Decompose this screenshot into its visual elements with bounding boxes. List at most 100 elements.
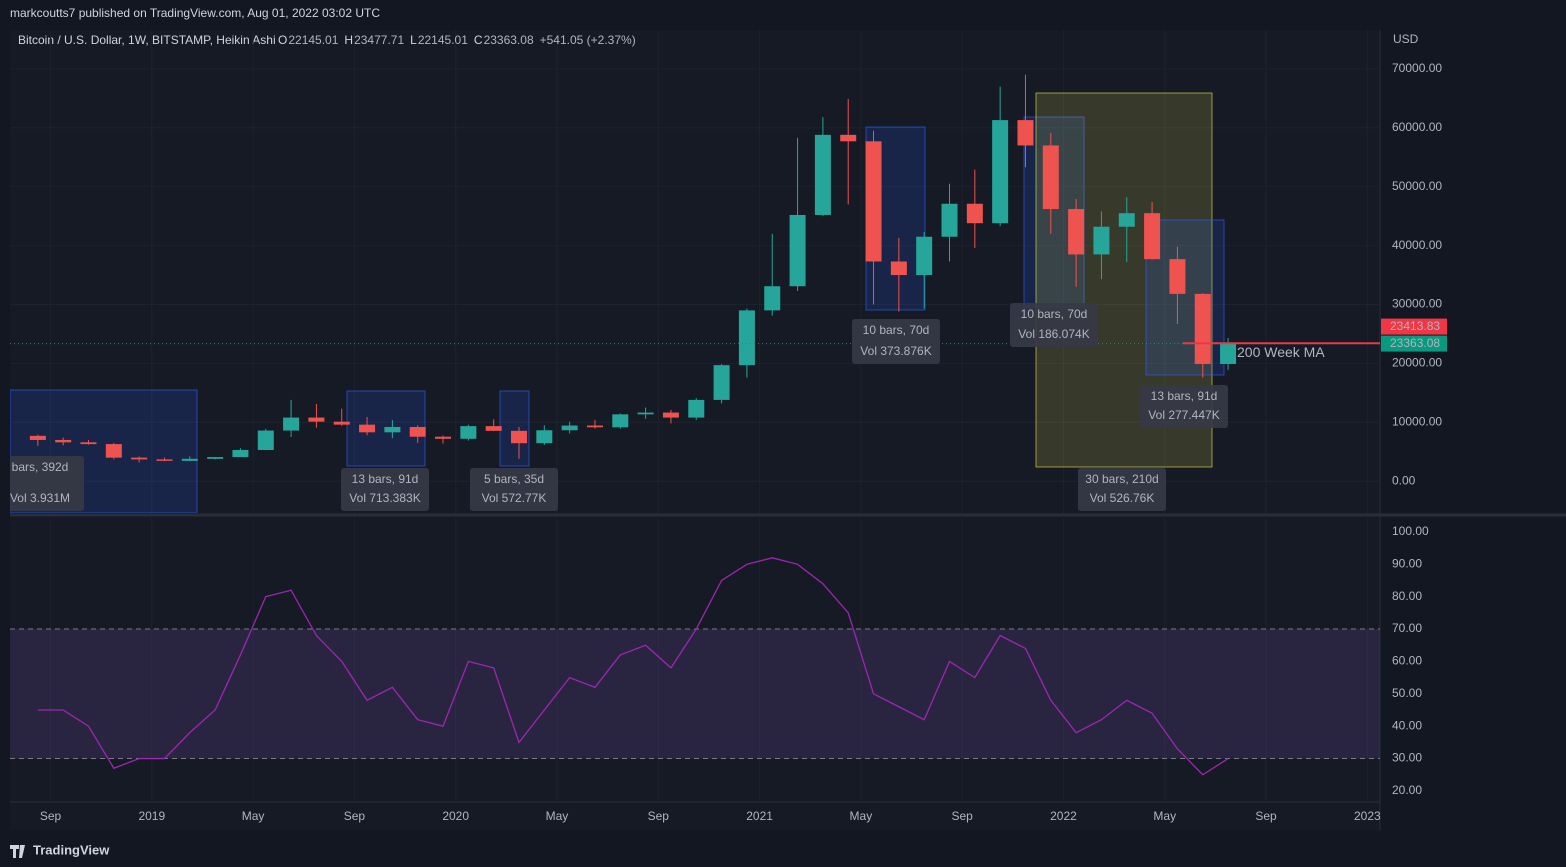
x-tick-label: May xyxy=(546,809,569,823)
price-pane: bars, 392d Vol 3.931M 13 bars, 91d Vol 713.… xyxy=(10,30,1380,513)
change: +541.05 (+2.37%) xyxy=(540,33,636,47)
candle-body xyxy=(55,439,72,443)
annotation-vol: Vol 713.383K xyxy=(349,491,420,505)
candle-body xyxy=(181,458,198,461)
candle-body xyxy=(409,427,426,437)
ohlc-label: C xyxy=(474,33,483,47)
x-tick-label: Sep xyxy=(40,809,62,823)
candle-body xyxy=(637,412,654,415)
annotation-bars: 10 bars, 70d xyxy=(1021,307,1088,321)
ohlc-label: L xyxy=(410,33,417,47)
y-tick-label: 70.00 xyxy=(1392,621,1422,635)
plot-background xyxy=(10,30,1380,830)
candle-body xyxy=(916,236,933,276)
ohlc-label: O xyxy=(278,33,287,47)
candle-body xyxy=(713,365,730,400)
candle-body xyxy=(1220,343,1237,364)
candle-body xyxy=(207,457,224,459)
ohlc-value: 22145.01 xyxy=(418,33,468,47)
candle-body xyxy=(1017,120,1034,146)
candle-body xyxy=(257,430,274,450)
x-tick-label: May xyxy=(242,809,265,823)
annotation-bars: 5 bars, 35d xyxy=(484,472,544,486)
candle-body xyxy=(308,417,325,422)
candle-body xyxy=(359,424,376,433)
y-tick-label: 80.00 xyxy=(1392,589,1422,603)
footer-brand: TradingView xyxy=(33,842,110,857)
annotation-vol: Vol 186.074K xyxy=(1018,327,1089,341)
candle-body xyxy=(561,425,578,431)
y-tick-label: 20000.00 xyxy=(1392,356,1442,370)
candle-body xyxy=(612,414,629,428)
x-tick-label: 2022 xyxy=(1050,809,1077,823)
annotation-box xyxy=(341,468,429,511)
candle-body xyxy=(232,449,249,458)
y-tick-label: 70000.00 xyxy=(1392,61,1442,75)
annotation-bars: 30 bars, 210d xyxy=(1085,472,1158,486)
candle-body xyxy=(333,421,350,425)
x-tick-label: Sep xyxy=(951,809,973,823)
candle-body xyxy=(814,134,831,215)
ohlc-label: H xyxy=(344,33,353,47)
x-tick-label: Sep xyxy=(1255,809,1277,823)
symbol: Bitcoin / U.S. Dollar, 1W, BITSTAMP, Hei… xyxy=(18,33,276,47)
candle-body xyxy=(156,459,173,461)
candle-body xyxy=(662,412,679,418)
candle-body xyxy=(485,426,502,431)
candle-body xyxy=(131,457,148,460)
candle-body xyxy=(460,426,477,439)
x-tick-label: 2020 xyxy=(442,809,469,823)
annotation-vol: Vol 526.76K xyxy=(1090,491,1155,505)
candle-body xyxy=(1068,209,1085,255)
annotation-box xyxy=(1078,468,1166,511)
x-tick-label: Sep xyxy=(648,809,670,823)
candle-body xyxy=(511,430,528,444)
candle-body xyxy=(586,425,603,428)
annotation-vol: Vol 373.876K xyxy=(860,344,931,358)
ohlc-value: 22145.01 xyxy=(288,33,338,47)
annotation-bars: 10 bars, 70d xyxy=(863,323,930,337)
candle-body xyxy=(29,435,46,440)
rsi-band xyxy=(10,629,1380,759)
annotation-box xyxy=(10,456,84,511)
ma-tag xyxy=(1381,318,1447,335)
candle-body xyxy=(536,430,553,444)
y-tick-label: 40000.00 xyxy=(1392,238,1442,252)
annotation-box xyxy=(1140,385,1228,428)
price-tag-value: 23363.08 xyxy=(1390,336,1440,350)
ohlc-value: 23363.08 xyxy=(484,33,534,47)
candle-body xyxy=(1169,259,1186,294)
annotation-bars: 13 bars, 91d xyxy=(1151,389,1218,403)
rsi-pane xyxy=(10,518,1380,800)
y-tick-label: 20.00 xyxy=(1392,783,1422,797)
annotation-vol: Vol 572.77K xyxy=(482,491,547,505)
y-tick-label: 90.00 xyxy=(1392,556,1422,570)
x-tick-label: 2019 xyxy=(138,809,165,823)
x-tick-label: 2021 xyxy=(746,809,773,823)
y-tick-label: 30000.00 xyxy=(1392,297,1442,311)
candle-body xyxy=(840,134,857,142)
candle-body xyxy=(1118,213,1135,227)
x-tick-label: May xyxy=(1153,809,1176,823)
candle-body xyxy=(435,436,452,439)
x-tick-label: Sep xyxy=(344,809,366,823)
annotation-box xyxy=(1010,303,1098,347)
footer-logo xyxy=(10,845,25,858)
price-tag xyxy=(1381,335,1447,352)
candle-body xyxy=(80,442,97,445)
ma-tag-value: 23413.83 xyxy=(1390,319,1440,333)
candle-body xyxy=(283,417,300,431)
published: markcoutts7 published on TradingView.com… xyxy=(10,6,380,20)
candle-body xyxy=(890,261,907,276)
y-tick-label: 50.00 xyxy=(1392,686,1422,700)
candle-body xyxy=(1194,293,1211,364)
annotation-bars: 13 bars, 91d xyxy=(352,472,419,486)
x-tick-label: May xyxy=(850,809,873,823)
annotation-box xyxy=(470,468,558,511)
candle-body xyxy=(789,214,806,287)
candle-body xyxy=(105,444,122,458)
y-tick-label: 0.00 xyxy=(1392,473,1416,487)
annotation-bars: bars, 392d xyxy=(12,460,69,474)
candle-body xyxy=(966,203,983,224)
